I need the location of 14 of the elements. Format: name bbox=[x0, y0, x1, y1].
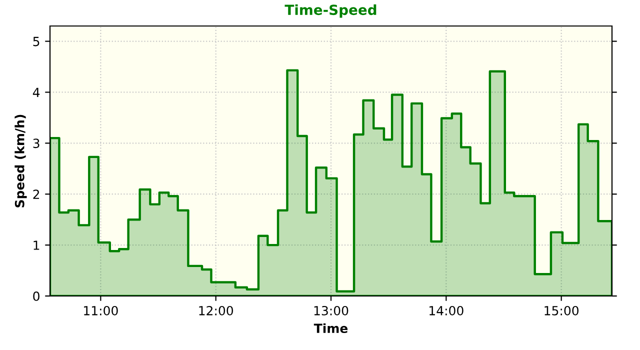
x-axis-title: Time bbox=[314, 323, 348, 334]
y-tick-label: 1 bbox=[34, 240, 40, 250]
y-tick-label: 0 bbox=[33, 291, 40, 301]
x-tick-label: 13:00 bbox=[314, 306, 348, 316]
x-tick-label: 11:00 bbox=[84, 306, 118, 316]
x-tick-label: 15:00 bbox=[544, 306, 579, 316]
y-axis-title: Speed (km/h) bbox=[14, 114, 27, 208]
y-tick-label: 3 bbox=[33, 138, 40, 148]
x-tick-label: 12:00 bbox=[199, 306, 234, 316]
y-tick-label: 2 bbox=[33, 190, 40, 199]
chart-title: Time-Speed bbox=[284, 4, 376, 18]
y-tick-label: 5 bbox=[33, 36, 40, 46]
x-tick-label: 14:00 bbox=[430, 306, 464, 316]
y-tick-label: 4 bbox=[32, 88, 40, 97]
